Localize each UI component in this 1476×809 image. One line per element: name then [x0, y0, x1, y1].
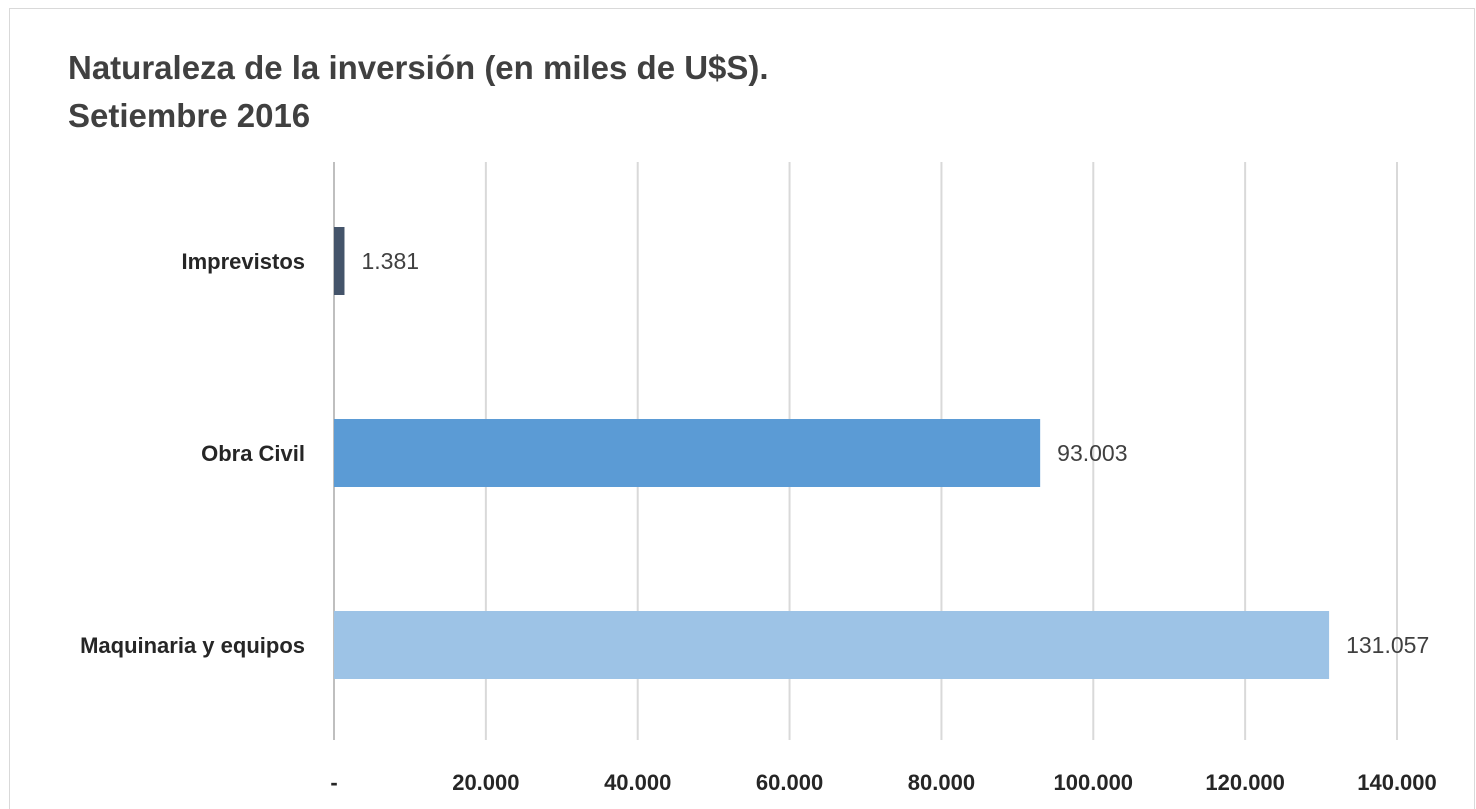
x-tick-label: 20.000	[452, 770, 519, 795]
bar	[334, 227, 345, 295]
data-label: 93.003	[1057, 440, 1127, 466]
category-label: Obra Civil	[201, 441, 305, 466]
bars	[334, 227, 1330, 679]
x-tick-label: 60.000	[756, 770, 823, 795]
x-tick-label: -	[330, 770, 337, 795]
x-tick-label: 100.000	[1054, 770, 1134, 795]
data-label: 131.057	[1346, 632, 1429, 658]
x-tick-label: 80.000	[908, 770, 975, 795]
category-label: Imprevistos	[182, 249, 306, 274]
labels: Imprevistos 1.381 Obra Civil 93.003 Maquinar…	[80, 248, 1429, 658]
bar	[334, 611, 1330, 679]
data-label: 1.381	[361, 248, 419, 274]
chart-title: Naturaleza de la inversión (en miles de …	[68, 49, 769, 134]
category-label: Maquinaria y equipos	[80, 633, 305, 658]
bar	[334, 419, 1041, 487]
x-tick-label: 40.000	[604, 770, 671, 795]
x-tick-label: 120.000	[1205, 770, 1285, 795]
x-tick-label: 140.000	[1357, 770, 1437, 795]
